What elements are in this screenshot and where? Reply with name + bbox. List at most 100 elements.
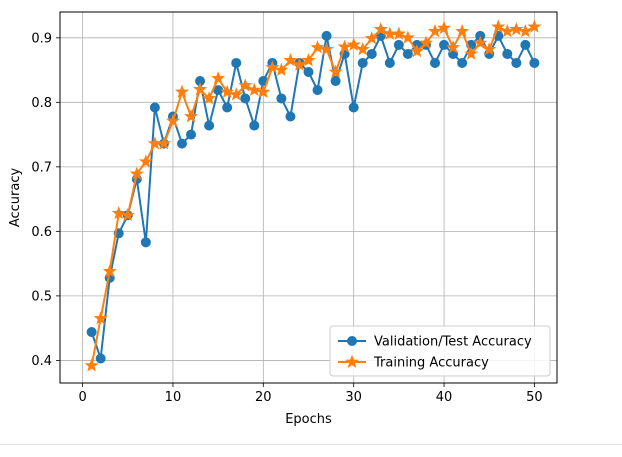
training-accuracy-point [310, 40, 325, 54]
training-accuracy-point [509, 22, 524, 36]
series-2 [84, 19, 542, 372]
legend-marker [346, 335, 357, 346]
training-accuracy-point [238, 78, 253, 92]
validation-accuracy-point [439, 39, 450, 50]
training-accuracy-point [184, 109, 199, 123]
training-accuracy-point [337, 39, 352, 53]
validation-accuracy-point [176, 138, 187, 149]
training-accuracy-point [84, 358, 99, 372]
x-tick-label: 40 [436, 390, 453, 405]
series-layer [84, 19, 542, 372]
y-tick-label: 0.8 [31, 96, 52, 111]
series-line [90, 34, 536, 360]
validation-accuracy-point [95, 353, 106, 364]
training-accuracy-point [527, 19, 542, 33]
training-accuracy-point [400, 30, 415, 44]
training-accuracy-point [202, 91, 217, 105]
legend-marker [345, 354, 359, 368]
training-accuracy-point [265, 60, 280, 74]
training-accuracy-point [446, 40, 461, 54]
training-accuracy-point [346, 37, 361, 51]
training-accuracy-point [455, 24, 470, 38]
series-line [90, 25, 535, 366]
validation-accuracy-point [502, 48, 513, 59]
training-accuracy-point [156, 136, 171, 150]
training-accuracy-point [256, 84, 271, 98]
training-accuracy-point [129, 166, 144, 180]
training-accuracy-point [409, 44, 424, 58]
grid-lines [60, 12, 557, 383]
validation-accuracy-point [457, 57, 468, 68]
training-accuracy-point [500, 24, 515, 38]
training-accuracy-point [247, 82, 262, 97]
validation-accuracy-point [312, 85, 323, 96]
training-accuracy-point [364, 31, 379, 45]
validation-accuracy-point [86, 327, 97, 338]
training-accuracy-point [391, 26, 406, 40]
training-accuracy-point [382, 26, 397, 40]
validation-accuracy-point [140, 237, 151, 248]
validation-accuracy-point [366, 48, 377, 59]
training-accuracy-point [355, 42, 370, 56]
training-accuracy-point [93, 311, 108, 325]
validation-accuracy-point [384, 57, 395, 68]
validation-accuracy-point [430, 57, 441, 68]
training-accuracy-point [111, 205, 126, 220]
legend: Validation/Test Accuracy Training Accurac… [329, 325, 551, 377]
x-tick-label: 20 [255, 390, 272, 405]
training-accuracy-point [473, 35, 488, 49]
training-accuracy-point [373, 22, 388, 36]
training-accuracy-point [175, 84, 189, 98]
y-tick-label: 0.5 [31, 289, 52, 304]
training-accuracy-point [120, 207, 135, 222]
training-accuracy-point [292, 57, 307, 71]
y-tick-label: 0.4 [31, 354, 52, 369]
validation-accuracy-point [249, 120, 260, 131]
validation-accuracy-point [276, 93, 287, 104]
y-tick-label: 0.9 [31, 31, 52, 46]
training-accuracy-point [283, 53, 298, 67]
validation-accuracy-point [520, 39, 531, 50]
training-accuracy-point [102, 264, 117, 278]
legend-label: Validation/Test Accuracy [374, 335, 532, 350]
training-accuracy-point [147, 136, 162, 150]
training-accuracy-point [301, 53, 316, 67]
training-accuracy-point [428, 24, 442, 38]
training-accuracy-point [220, 84, 235, 98]
legend-label: Training Accuracy [373, 356, 489, 371]
legend-box [329, 325, 551, 377]
validation-accuracy-point [285, 111, 296, 122]
validation-accuracy-point [402, 48, 413, 59]
training-accuracy-point [138, 154, 153, 168]
validation-accuracy-point [149, 102, 160, 113]
validation-accuracy-point [511, 57, 522, 68]
validation-accuracy-point [357, 57, 368, 68]
training-accuracy-point [193, 82, 208, 96]
training-accuracy-point [319, 42, 334, 56]
bottom-divider [0, 444, 622, 445]
training-accuracy-point [165, 113, 180, 127]
training-accuracy-point [418, 35, 433, 49]
validation-accuracy-point [330, 76, 341, 87]
validation-accuracy-point [204, 120, 215, 131]
validation-accuracy-point [393, 39, 404, 50]
plot-frame [59, 11, 558, 384]
x-tick-label: 0 [78, 390, 86, 405]
validation-accuracy-point [222, 102, 233, 113]
validation-accuracy-point [231, 57, 242, 68]
training-accuracy-point [211, 71, 226, 85]
validation-accuracy-point [303, 67, 314, 78]
training-accuracy-point [229, 87, 244, 101]
training-accuracy-point [274, 62, 289, 77]
x-axis-label: Epochs [285, 412, 332, 427]
validation-accuracy-point [529, 57, 540, 68]
x-tick-label: 50 [526, 390, 543, 405]
validation-accuracy-point [348, 102, 359, 113]
training-accuracy-point [437, 20, 452, 35]
training-accuracy-point [518, 24, 533, 38]
x-tick-label: 30 [345, 390, 362, 405]
y-tick-label: 0.6 [31, 225, 52, 240]
training-accuracy-point [328, 64, 343, 78]
